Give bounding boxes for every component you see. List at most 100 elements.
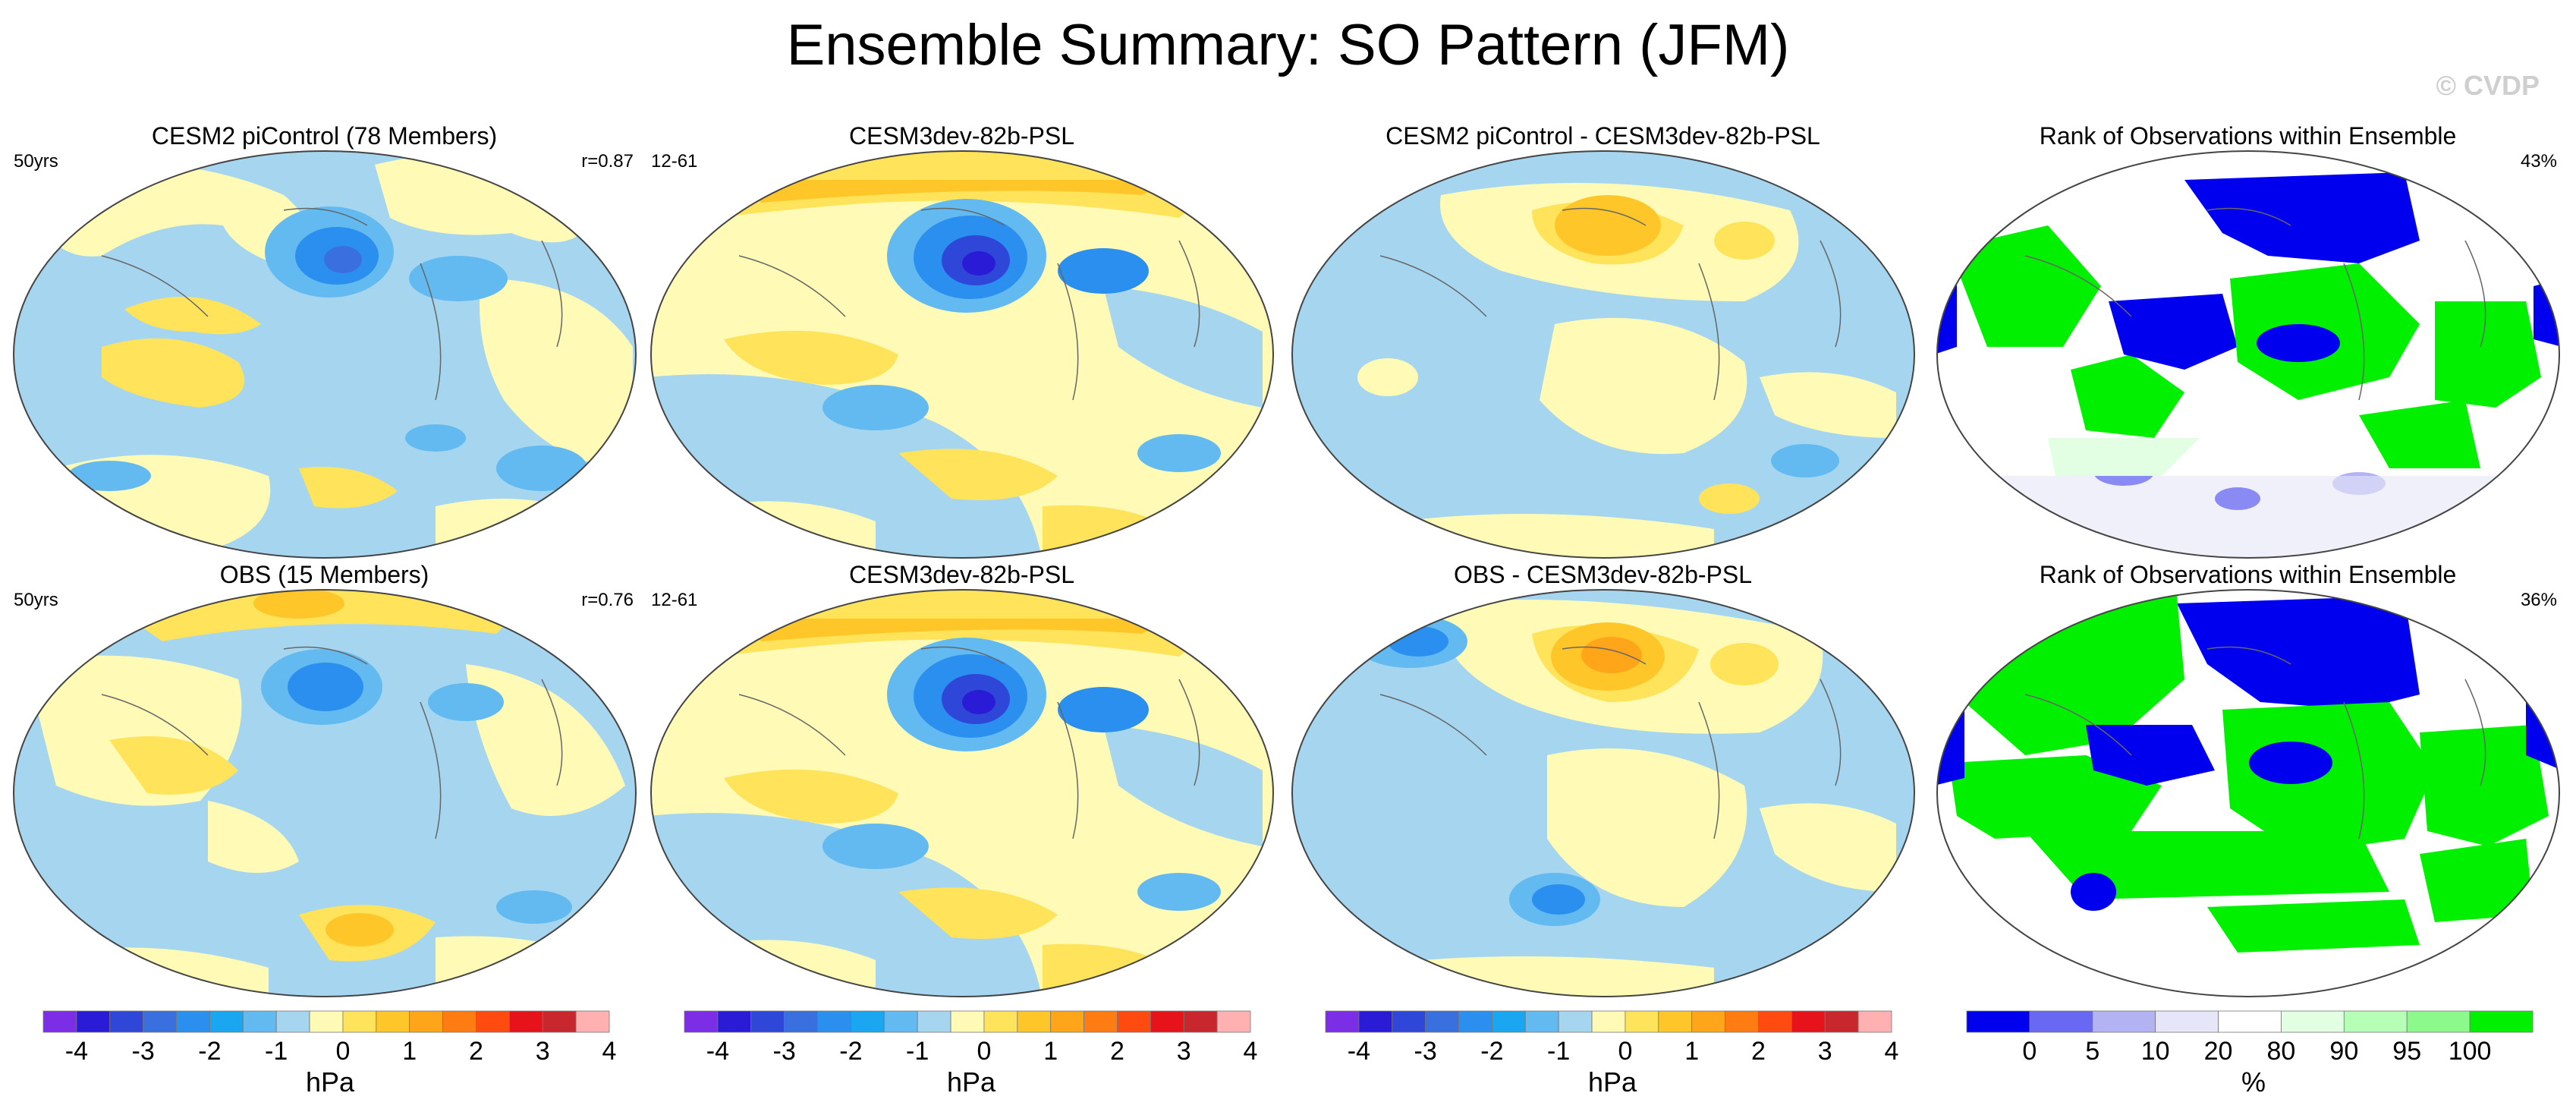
colorbar-swatch <box>1017 1010 1052 1033</box>
colorbar-tick-label: 1 <box>402 1037 417 1066</box>
colorbar-tick-label: 0 <box>977 1037 991 1066</box>
colorbar-swatch <box>1084 1010 1118 1033</box>
colorbar-tick-label: 4 <box>1244 1037 1258 1066</box>
colorbar-swatch <box>476 1010 510 1033</box>
colorbar-tick-label: 1 <box>1043 1037 1058 1066</box>
colorbar-swatch <box>950 1010 985 1033</box>
colorbar-tick-label: 4 <box>1885 1037 1899 1066</box>
rank-percentage: 36% <box>2520 590 2557 610</box>
colorbar-swatch <box>2281 1010 2345 1033</box>
colorbar-swatch <box>409 1010 443 1033</box>
colorbar-tick-label: 90 <box>2329 1037 2358 1066</box>
colorbar-tick-label: -3 <box>773 1037 796 1066</box>
psl-diff-map <box>1291 589 1915 997</box>
panel-diff-top: CESM2 piControl - CESM3dev-82b-PSL <box>1286 118 1920 565</box>
colorbar-swatch <box>750 1010 785 1033</box>
colorbar-swatch <box>1392 1010 1426 1033</box>
colorbar-tick-label: 100 <box>2449 1037 2492 1066</box>
panel-title: CESM2 piControl - CESM3dev-82b-PSL <box>1386 122 1820 150</box>
panel-obs: OBS (15 Members) 50yrs r=0.76 <box>8 556 641 1004</box>
colorbar-swatch <box>1425 1010 1459 1033</box>
colorbar-swatch <box>717 1010 752 1033</box>
colorbar-swatch <box>1758 1010 1792 1033</box>
colorbar-swatch <box>1591 1010 1626 1033</box>
colorbar-swatch <box>1558 1010 1593 1033</box>
colorbar-unit: hPa <box>946 1066 996 1098</box>
panel-title: OBS (15 Members) <box>219 561 429 588</box>
colorbar-swatch <box>784 1010 818 1033</box>
pattern-correlation: r=0.87 <box>581 151 634 172</box>
panel-rank-bottom: Rank of Observations within Ensemble 36% <box>1931 556 2565 1004</box>
colorbar-swatch <box>2155 1010 2219 1033</box>
colorbar-swatch <box>983 1010 1018 1033</box>
colorbar-tick-label: 5 <box>2085 1037 2099 1066</box>
colorbar-tick-label: -4 <box>1348 1037 1370 1066</box>
colorbar-swatch <box>2029 1010 2093 1033</box>
panel-period-label: 50yrs <box>14 151 58 172</box>
colorbar-tick-label: 4 <box>602 1037 617 1066</box>
panel-title: Rank of Observations within Ensemble <box>2039 122 2457 150</box>
colorbar-swatch <box>2092 1010 2156 1033</box>
colorbar-swatch <box>76 1010 111 1033</box>
figure-title: Ensemble Summary: SO Pattern (JFM) <box>786 13 1790 77</box>
colorbar-tick-label: 95 <box>2392 1037 2421 1066</box>
colorbar-tick-label: 3 <box>1177 1037 1191 1066</box>
colorbar-swatch <box>143 1010 177 1033</box>
colorbar-swatch <box>1150 1010 1184 1033</box>
colorbar-tick-label: -4 <box>706 1037 729 1066</box>
colorbar-tick-label: -2 <box>839 1037 862 1066</box>
colorbar-tick-label: 2 <box>469 1037 483 1066</box>
colorbar-tick-label: -1 <box>265 1037 288 1066</box>
colorbar-unit: % <box>2241 1066 2266 1098</box>
colorbar-swatch <box>275 1010 310 1033</box>
panel-cesm3dev-top: CESM3dev-82b-PSL 12-61 <box>645 118 1279 565</box>
colorbar-swatch <box>575 1010 610 1033</box>
colorbar-tick-label: 0 <box>2022 1037 2037 1066</box>
colorbar-tick-label: -2 <box>198 1037 221 1066</box>
colorbar-swatch <box>1625 1010 1659 1033</box>
colorbar-swatch <box>1117 1010 1151 1033</box>
colorbar-tick-label: -3 <box>132 1037 155 1066</box>
colorbar-swatch <box>109 1010 144 1033</box>
colorbar-swatch <box>2469 1010 2534 1033</box>
colorbar-swatch <box>1791 1010 1826 1033</box>
colorbar-tick-label: 1 <box>1684 1037 1699 1066</box>
colorbar-swatch <box>309 1010 344 1033</box>
colorbar-swatch <box>442 1010 477 1033</box>
rank-map <box>1936 589 2560 997</box>
colorbar-tick-label: 2 <box>1110 1037 1124 1066</box>
psl-colorbar-3: -4 -3 -2 -1 0 1 2 3 4 hPa <box>1324 1002 1901 1101</box>
colorbar-tick-label: -1 <box>1547 1037 1570 1066</box>
colorbar-tick-label: 0 <box>335 1037 350 1066</box>
colorbar-tick-label: 2 <box>1751 1037 1766 1066</box>
colorbar-swatch <box>42 1010 77 1033</box>
colorbar-swatch <box>1824 1010 1859 1033</box>
colorbar-swatch <box>1966 1010 2030 1033</box>
colorbar-unit: hPa <box>305 1066 355 1098</box>
panel-cesm2-picontrol: CESM2 piControl (78 Members) 50yrs r=0.8… <box>8 118 641 565</box>
psl-colorbar-2: -4 -3 -2 -1 0 1 2 3 4 hPa <box>683 1002 1260 1101</box>
colorbar-swatches: -4 -3 -2 -1 0 1 2 3 4 <box>42 1010 617 1066</box>
panel-cesm3dev-bottom: CESM3dev-82b-PSL 12-61 <box>645 556 1279 1004</box>
colorbar-tick-label: -1 <box>906 1037 929 1066</box>
copyright-watermark: © CVDP <box>2436 70 2540 101</box>
panel-title: CESM2 piControl (78 Members) <box>151 122 498 150</box>
psl-map <box>13 589 637 997</box>
colorbar-swatch <box>917 1010 951 1033</box>
panel-period-label: 50yrs <box>14 590 58 610</box>
colorbar-swatch <box>883 1010 918 1033</box>
colorbar-swatch <box>376 1010 410 1033</box>
colorbar-unit: hPa <box>1587 1066 1637 1098</box>
colorbar-tick-label: 3 <box>536 1037 550 1066</box>
colorbar-swatch <box>542 1010 577 1033</box>
colorbar-swatch <box>1658 1010 1693 1033</box>
colorbar-swatch <box>851 1010 885 1033</box>
psl-diff-map <box>1291 150 1915 559</box>
panel-period-label: 12-61 <box>651 151 698 172</box>
rank-map <box>1936 150 2560 559</box>
psl-map <box>650 150 1274 559</box>
pattern-correlation: r=0.76 <box>581 590 634 610</box>
panel-title: CESM3dev-82b-PSL <box>848 561 1075 588</box>
colorbar-swatch <box>2343 1010 2408 1033</box>
panel-diff-bottom: OBS - CESM3dev-82b-PSL <box>1286 556 1920 1004</box>
